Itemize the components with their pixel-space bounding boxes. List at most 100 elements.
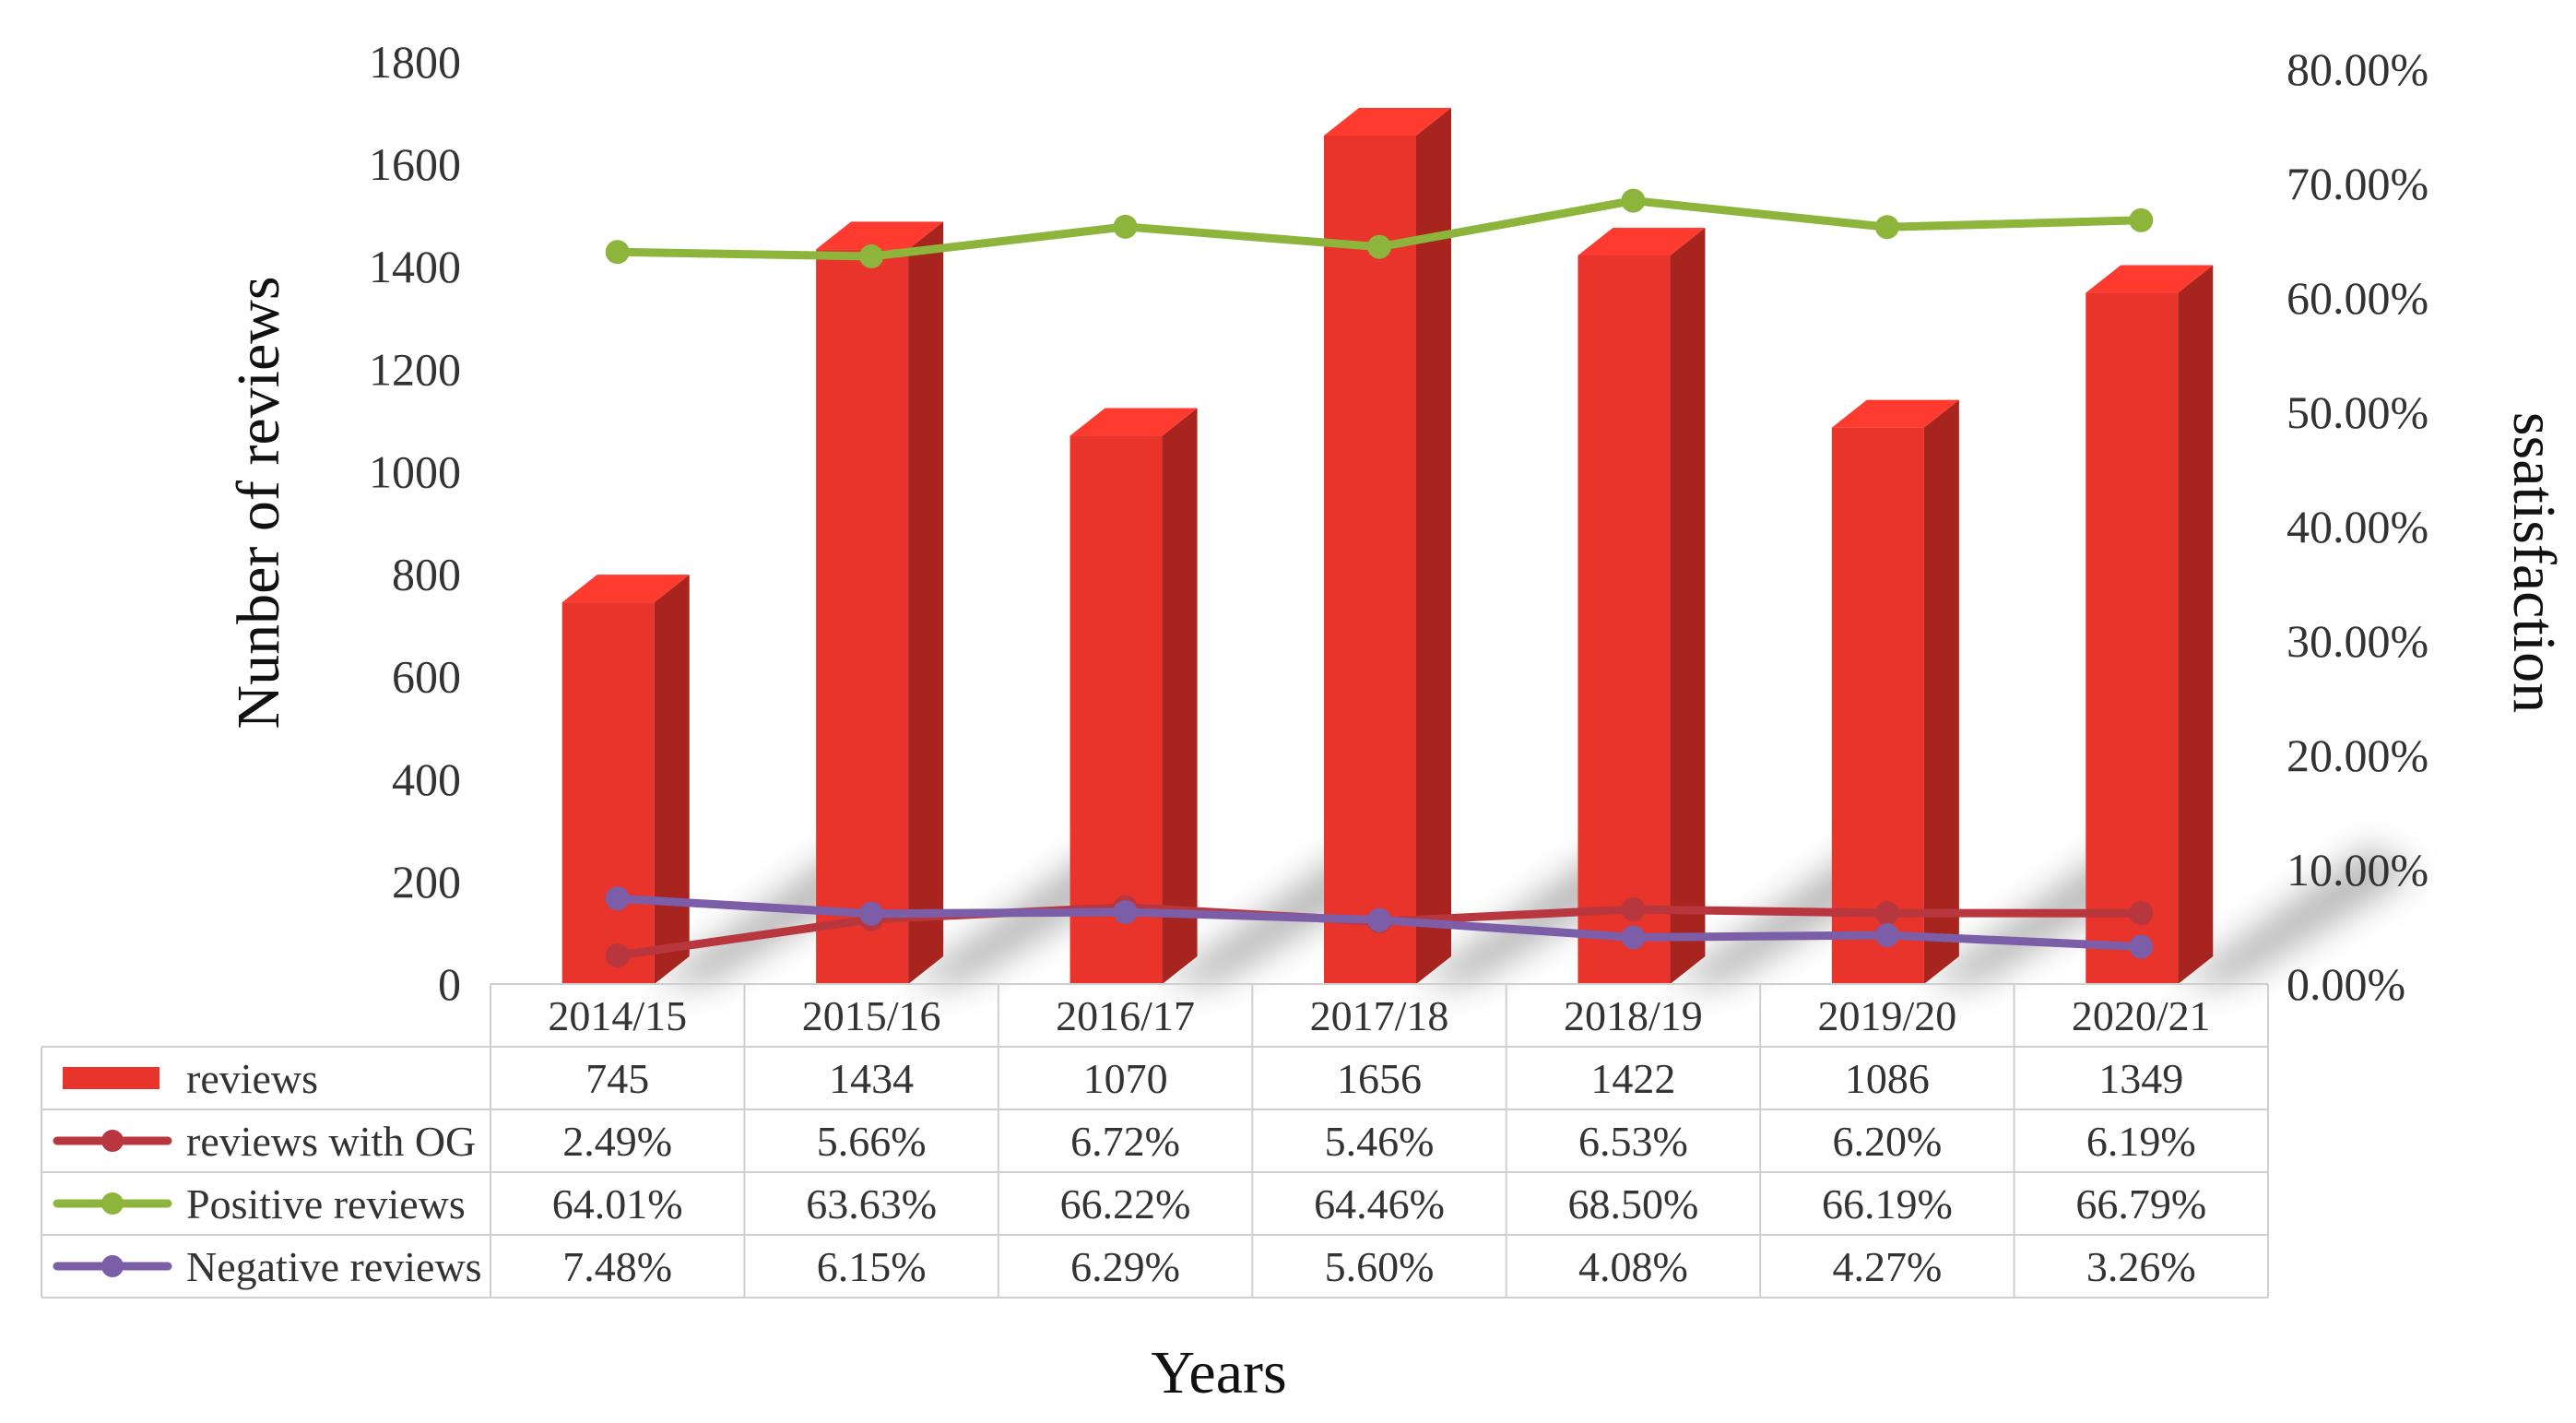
table-cell-value: 6.72% bbox=[1070, 1118, 1180, 1165]
table-cell-value: 1656 bbox=[1337, 1055, 1422, 1102]
table-cell-value: 68.50% bbox=[1568, 1180, 1699, 1227]
y-tick-label: 1600 bbox=[369, 138, 461, 190]
bar-front bbox=[1831, 427, 1924, 985]
y2-tick-label: 40.00% bbox=[2286, 501, 2428, 552]
series-point bbox=[1621, 925, 1646, 950]
y-tick-label: 1200 bbox=[369, 343, 461, 395]
series-point bbox=[859, 243, 884, 268]
table-cell-value: 6.20% bbox=[1832, 1118, 1942, 1165]
bar-front bbox=[1578, 255, 1671, 984]
x-category-label: 2014/15 bbox=[548, 992, 687, 1039]
legend-key-marker bbox=[101, 1192, 124, 1215]
series-point bbox=[1367, 907, 1391, 932]
bar-front bbox=[2086, 292, 2179, 984]
series-point bbox=[605, 240, 630, 265]
table-cell-value: 5.60% bbox=[1325, 1243, 1435, 1290]
series-point bbox=[2129, 934, 2154, 959]
table-cell-value: 7.48% bbox=[562, 1243, 672, 1290]
y-tick-label: 600 bbox=[392, 651, 461, 703]
table-cell-value: 4.27% bbox=[1832, 1243, 1942, 1290]
bar-top bbox=[1324, 108, 1451, 136]
bar-side bbox=[1162, 408, 1198, 984]
bar-side bbox=[2178, 265, 2214, 984]
table-cell-value: 1434 bbox=[829, 1055, 914, 1102]
legend-key-marker bbox=[101, 1255, 124, 1277]
x-category-label: 2016/17 bbox=[1056, 992, 1195, 1039]
table-cell-value: 1070 bbox=[1083, 1055, 1168, 1102]
table-cell-value: 63.63% bbox=[806, 1180, 937, 1227]
legend-key-bar bbox=[63, 1067, 160, 1089]
table-cell-value: 6.53% bbox=[1578, 1118, 1688, 1165]
series-point bbox=[1113, 900, 1138, 925]
y2-tick-label: 30.00% bbox=[2286, 615, 2428, 667]
y-axis-title: Nunber of reviews bbox=[225, 276, 292, 729]
bar-top bbox=[1069, 408, 1198, 436]
legend-series-name: reviews with OG bbox=[186, 1118, 476, 1165]
series-point bbox=[605, 943, 630, 968]
y-tick-label: 800 bbox=[392, 549, 461, 600]
bar-front bbox=[1324, 136, 1416, 984]
y-tick-label: 1400 bbox=[369, 241, 461, 292]
x-category-label: 2015/16 bbox=[802, 992, 941, 1039]
series-point bbox=[1113, 214, 1138, 239]
table-cell-value: 66.79% bbox=[2075, 1180, 2206, 1227]
series-point bbox=[1874, 215, 1899, 240]
table-cell-value: 6.29% bbox=[1070, 1243, 1180, 1290]
y-tick-label: 1000 bbox=[369, 445, 461, 497]
table-cell-value: 1086 bbox=[1845, 1055, 1930, 1102]
table-cell-value: 64.01% bbox=[552, 1180, 683, 1227]
bar-side bbox=[1670, 228, 1706, 984]
y2-tick-label: 0.00% bbox=[2286, 958, 2405, 1010]
legend-key-marker bbox=[101, 1130, 124, 1152]
legend-series-name: Positive reviews bbox=[186, 1180, 466, 1227]
y2-axis-title: ssatisfaction bbox=[2500, 412, 2568, 713]
table-cell-value: 1422 bbox=[1590, 1055, 1675, 1102]
bar-side bbox=[1923, 399, 1959, 985]
bar-top bbox=[1831, 399, 1959, 428]
y2-tick-label: 10.00% bbox=[2286, 844, 2428, 895]
bar-front bbox=[561, 602, 655, 984]
table-cell-value: 4.08% bbox=[1578, 1243, 1688, 1290]
bar-shadow bbox=[2178, 846, 2416, 984]
series-point bbox=[1874, 923, 1899, 948]
bar-side bbox=[654, 575, 690, 984]
table-cell-value: 66.19% bbox=[1822, 1180, 1953, 1227]
series-point bbox=[1621, 897, 1646, 922]
table-cell-value: 6.19% bbox=[2086, 1118, 2196, 1165]
x-category-label: 2019/20 bbox=[1817, 992, 1956, 1039]
series-point bbox=[605, 886, 630, 911]
y2-tick-label: 80.00% bbox=[2286, 43, 2428, 95]
bar-side bbox=[1416, 108, 1451, 984]
table-cell-value: 3.26% bbox=[2086, 1243, 2196, 1290]
bar-front bbox=[1069, 435, 1163, 984]
legend-series-name: Negative reviews bbox=[186, 1243, 482, 1290]
table-cell-value: 6.15% bbox=[817, 1243, 927, 1290]
bar-top bbox=[816, 221, 944, 250]
y-tick-label: 1800 bbox=[369, 36, 461, 88]
bar-side bbox=[908, 221, 944, 985]
series-point bbox=[2129, 208, 2154, 232]
table-cell-value: 5.66% bbox=[817, 1118, 927, 1165]
bar-top bbox=[1578, 228, 1706, 255]
y2-tick-label: 20.00% bbox=[2286, 729, 2428, 781]
y-tick-label: 0 bbox=[438, 958, 461, 1010]
legend-series-name: reviews bbox=[186, 1055, 318, 1102]
x-category-label: 2018/19 bbox=[1564, 992, 1703, 1039]
table-cell-value: 5.46% bbox=[1325, 1118, 1435, 1165]
table-cell-value: 745 bbox=[585, 1055, 649, 1102]
y2-tick-label: 50.00% bbox=[2286, 386, 2428, 438]
y-tick-label: 400 bbox=[392, 753, 461, 805]
series-point bbox=[2129, 901, 2154, 926]
table-cell-value: 1349 bbox=[2098, 1055, 2183, 1102]
y2-tick-label: 70.00% bbox=[2286, 158, 2428, 209]
table-cell-value: 2.49% bbox=[562, 1118, 672, 1165]
series-point bbox=[1621, 188, 1646, 213]
y-tick-label: 200 bbox=[392, 856, 461, 907]
bar-front bbox=[816, 249, 909, 984]
table-cell-value: 66.22% bbox=[1060, 1180, 1191, 1227]
series-point bbox=[1367, 234, 1391, 259]
bar-top bbox=[561, 575, 690, 603]
table-cell-value: 64.46% bbox=[1314, 1180, 1445, 1227]
